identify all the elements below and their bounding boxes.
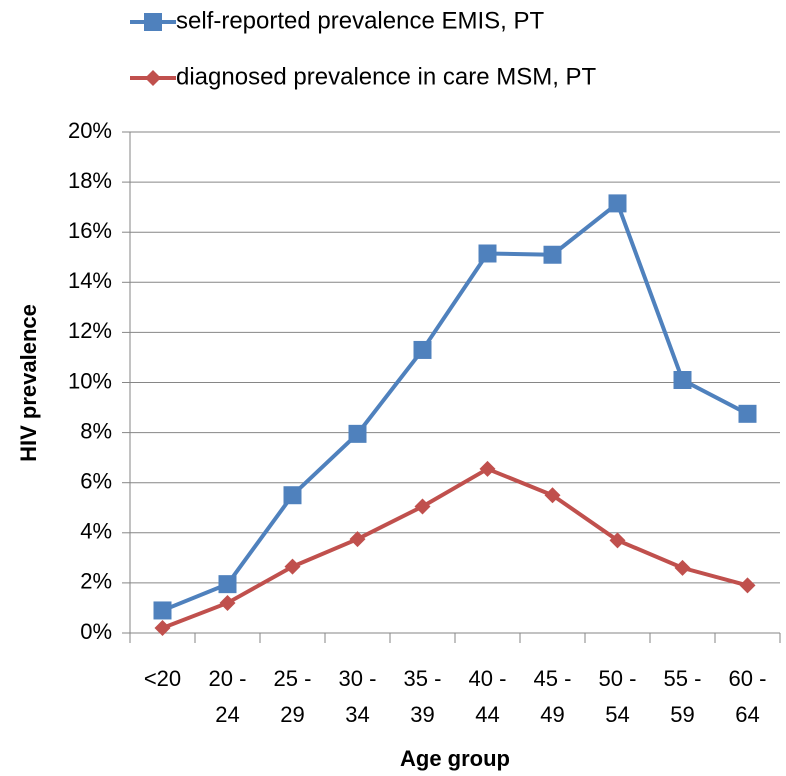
data-point [739,577,756,594]
x-tick-label: 45 -49 [534,666,572,727]
data-point [609,532,626,549]
y-tick-label: 20% [68,118,112,143]
y-tick-label: 14% [68,268,112,293]
data-point [219,594,236,611]
data-point [414,498,431,515]
y-tick-label: 0% [80,619,112,644]
legend-marker [145,70,161,86]
data-point [218,575,237,594]
data-point [413,340,432,359]
data-point [738,404,757,423]
y-tick-label: 18% [68,168,112,193]
x-tick-label: 40 -44 [469,666,507,727]
data-point [673,370,692,389]
legend-label: self-reported prevalence EMIS, PT [176,7,544,34]
y-tick-label: 8% [80,418,112,443]
y-tick-label: 12% [68,318,112,343]
data-point [153,601,172,620]
y-tick-label: 2% [80,569,112,594]
y-tick-label: 6% [80,469,112,494]
series-line [161,466,749,630]
x-tick-label: 55 -59 [664,666,702,727]
legend-marker [144,13,162,31]
data-point [349,531,366,548]
data-point [154,619,171,636]
y-tick-label: 10% [68,368,112,393]
x-tick-label: 35 -39 [404,666,442,727]
y-tick-label: 16% [68,218,112,243]
x-tick-label: 50 -54 [599,666,637,727]
y-axis-label: HIV prevalence [16,304,41,462]
data-point [544,487,561,504]
data-point [674,559,691,576]
data-point [608,194,627,213]
data-point [283,486,302,505]
x-tick-label: 30 -34 [339,666,377,727]
x-axis-label: Age group [400,746,510,771]
data-point [478,244,497,263]
x-tick-label: <20 [144,666,181,691]
legend-label: diagnosed prevalence in care MSM, PT [176,63,597,90]
data-point [479,460,496,477]
y-tick-label: 4% [80,519,112,544]
x-tick-label: 20 -24 [209,666,247,727]
x-tick-label: 25 -29 [274,666,312,727]
x-tick-label: 60 -64 [729,666,767,727]
data-point [284,558,301,575]
series-line [161,201,749,613]
data-point [543,245,562,264]
data-point [348,424,367,443]
